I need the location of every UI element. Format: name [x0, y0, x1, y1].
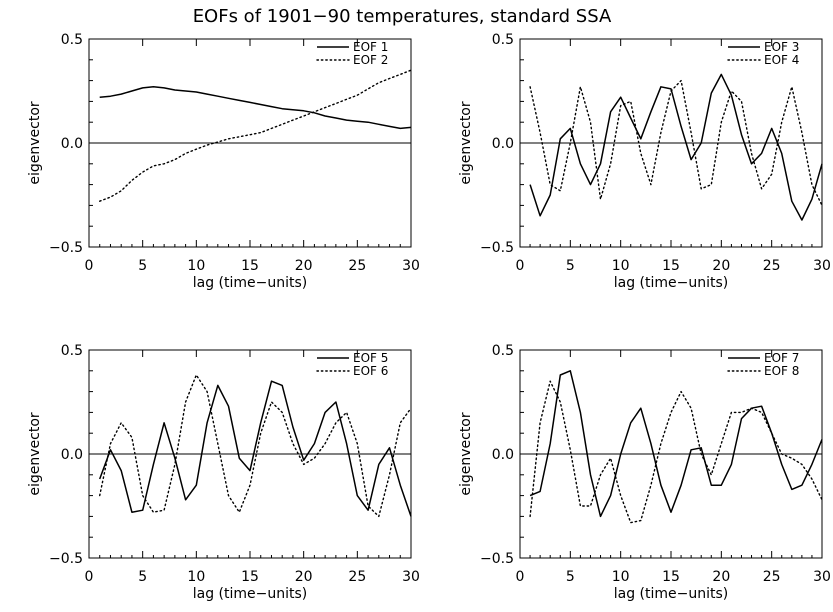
chart-panel-2: 0 5 10 15 20 25 30 0.5 0.0 −0.5 lag (time−units) ei… — [458, 32, 831, 291]
legend-label: EOF 4 — [764, 53, 799, 67]
y-tick-label: 0.5 — [61, 32, 83, 48]
y-tick-label: 0.5 — [61, 343, 83, 359]
x-tick-label: 15 — [241, 569, 259, 585]
legend-label: EOF 5 — [353, 351, 388, 365]
y-tick-label: 0.0 — [492, 136, 514, 152]
x-tick-label: 10 — [187, 258, 205, 274]
y-tick-label: 0.0 — [492, 447, 514, 463]
y-axis-label: eigenvector — [27, 412, 43, 496]
x-tick-label: 10 — [187, 569, 205, 585]
chart-panel-4: 0 5 10 15 20 25 30 0.5 0.0 −0.5 lag (time−units) ei… — [458, 343, 831, 602]
legend-label: EOF 7 — [764, 351, 799, 365]
x-tick-label: 5 — [138, 258, 147, 274]
y-axis-label: eigenvector — [458, 412, 474, 496]
legend-label: EOF 2 — [353, 53, 388, 67]
y-tick-label: 0.0 — [61, 447, 83, 463]
figure-title: EOFs of 1901−90 temperatures, standard S… — [193, 6, 612, 27]
series-line-eof-2 — [100, 70, 411, 201]
y-tick-label: 0.5 — [492, 343, 514, 359]
chart-panel-3: 0 5 10 15 20 25 30 0.5 0.0 −0.5 lag (time−units) ei… — [27, 343, 420, 602]
legend-label: EOF 8 — [764, 364, 799, 378]
x-tick-label: 15 — [662, 258, 680, 274]
x-tick-label: 20 — [712, 258, 730, 274]
x-tick-label: 0 — [85, 569, 94, 585]
x-tick-label: 15 — [662, 569, 680, 585]
x-tick-label: 0 — [516, 569, 525, 585]
y-axis-label: eigenvector — [458, 101, 474, 185]
x-tick-label: 30 — [813, 258, 831, 274]
legend-label: EOF 3 — [764, 40, 799, 54]
y-tick-label: 0.5 — [492, 32, 514, 48]
x-tick-label: 30 — [813, 569, 831, 585]
chart-panel-1: 0 5 10 15 20 25 30 0.5 0.0 −0.5 lag (time−units) ei… — [27, 32, 420, 291]
legend-label: EOF 6 — [353, 364, 388, 378]
series-line-eof-1 — [100, 87, 411, 129]
legend-label: EOF 1 — [353, 40, 388, 54]
x-tick-label: 0 — [516, 258, 525, 274]
x-tick-label: 25 — [348, 569, 366, 585]
y-tick-label: −0.5 — [480, 551, 514, 567]
x-axis-label: lag (time−units) — [614, 275, 729, 291]
y-tick-label: 0.0 — [61, 136, 83, 152]
x-tick-label: 5 — [566, 258, 575, 274]
x-tick-label: 5 — [138, 569, 147, 585]
series-line-eof-5 — [100, 381, 411, 516]
y-tick-label: −0.5 — [49, 240, 83, 256]
x-tick-label: 20 — [712, 569, 730, 585]
x-tick-label: 25 — [763, 258, 781, 274]
series-line-eof-3 — [530, 74, 822, 220]
x-tick-label: 30 — [402, 569, 420, 585]
x-tick-label: 25 — [348, 258, 366, 274]
x-tick-label: 25 — [763, 569, 781, 585]
x-tick-label: 30 — [402, 258, 420, 274]
panels: 0 5 10 15 20 25 30 0.5 0.0 −0.5 lag (time−units) ei… — [27, 32, 831, 602]
x-tick-label: 10 — [612, 569, 630, 585]
series-line-eof-7 — [530, 371, 822, 517]
y-tick-label: −0.5 — [49, 551, 83, 567]
x-tick-label: 20 — [295, 258, 313, 274]
x-tick-label: 0 — [85, 258, 94, 274]
x-axis-label: lag (time−units) — [193, 586, 308, 602]
x-axis-label: lag (time−units) — [614, 586, 729, 602]
x-tick-label: 15 — [241, 258, 259, 274]
x-tick-label: 20 — [295, 569, 313, 585]
x-tick-label: 10 — [612, 258, 630, 274]
y-tick-label: −0.5 — [480, 240, 514, 256]
y-axis-label: eigenvector — [27, 101, 43, 185]
x-tick-label: 5 — [566, 569, 575, 585]
x-axis-label: lag (time−units) — [193, 275, 308, 291]
